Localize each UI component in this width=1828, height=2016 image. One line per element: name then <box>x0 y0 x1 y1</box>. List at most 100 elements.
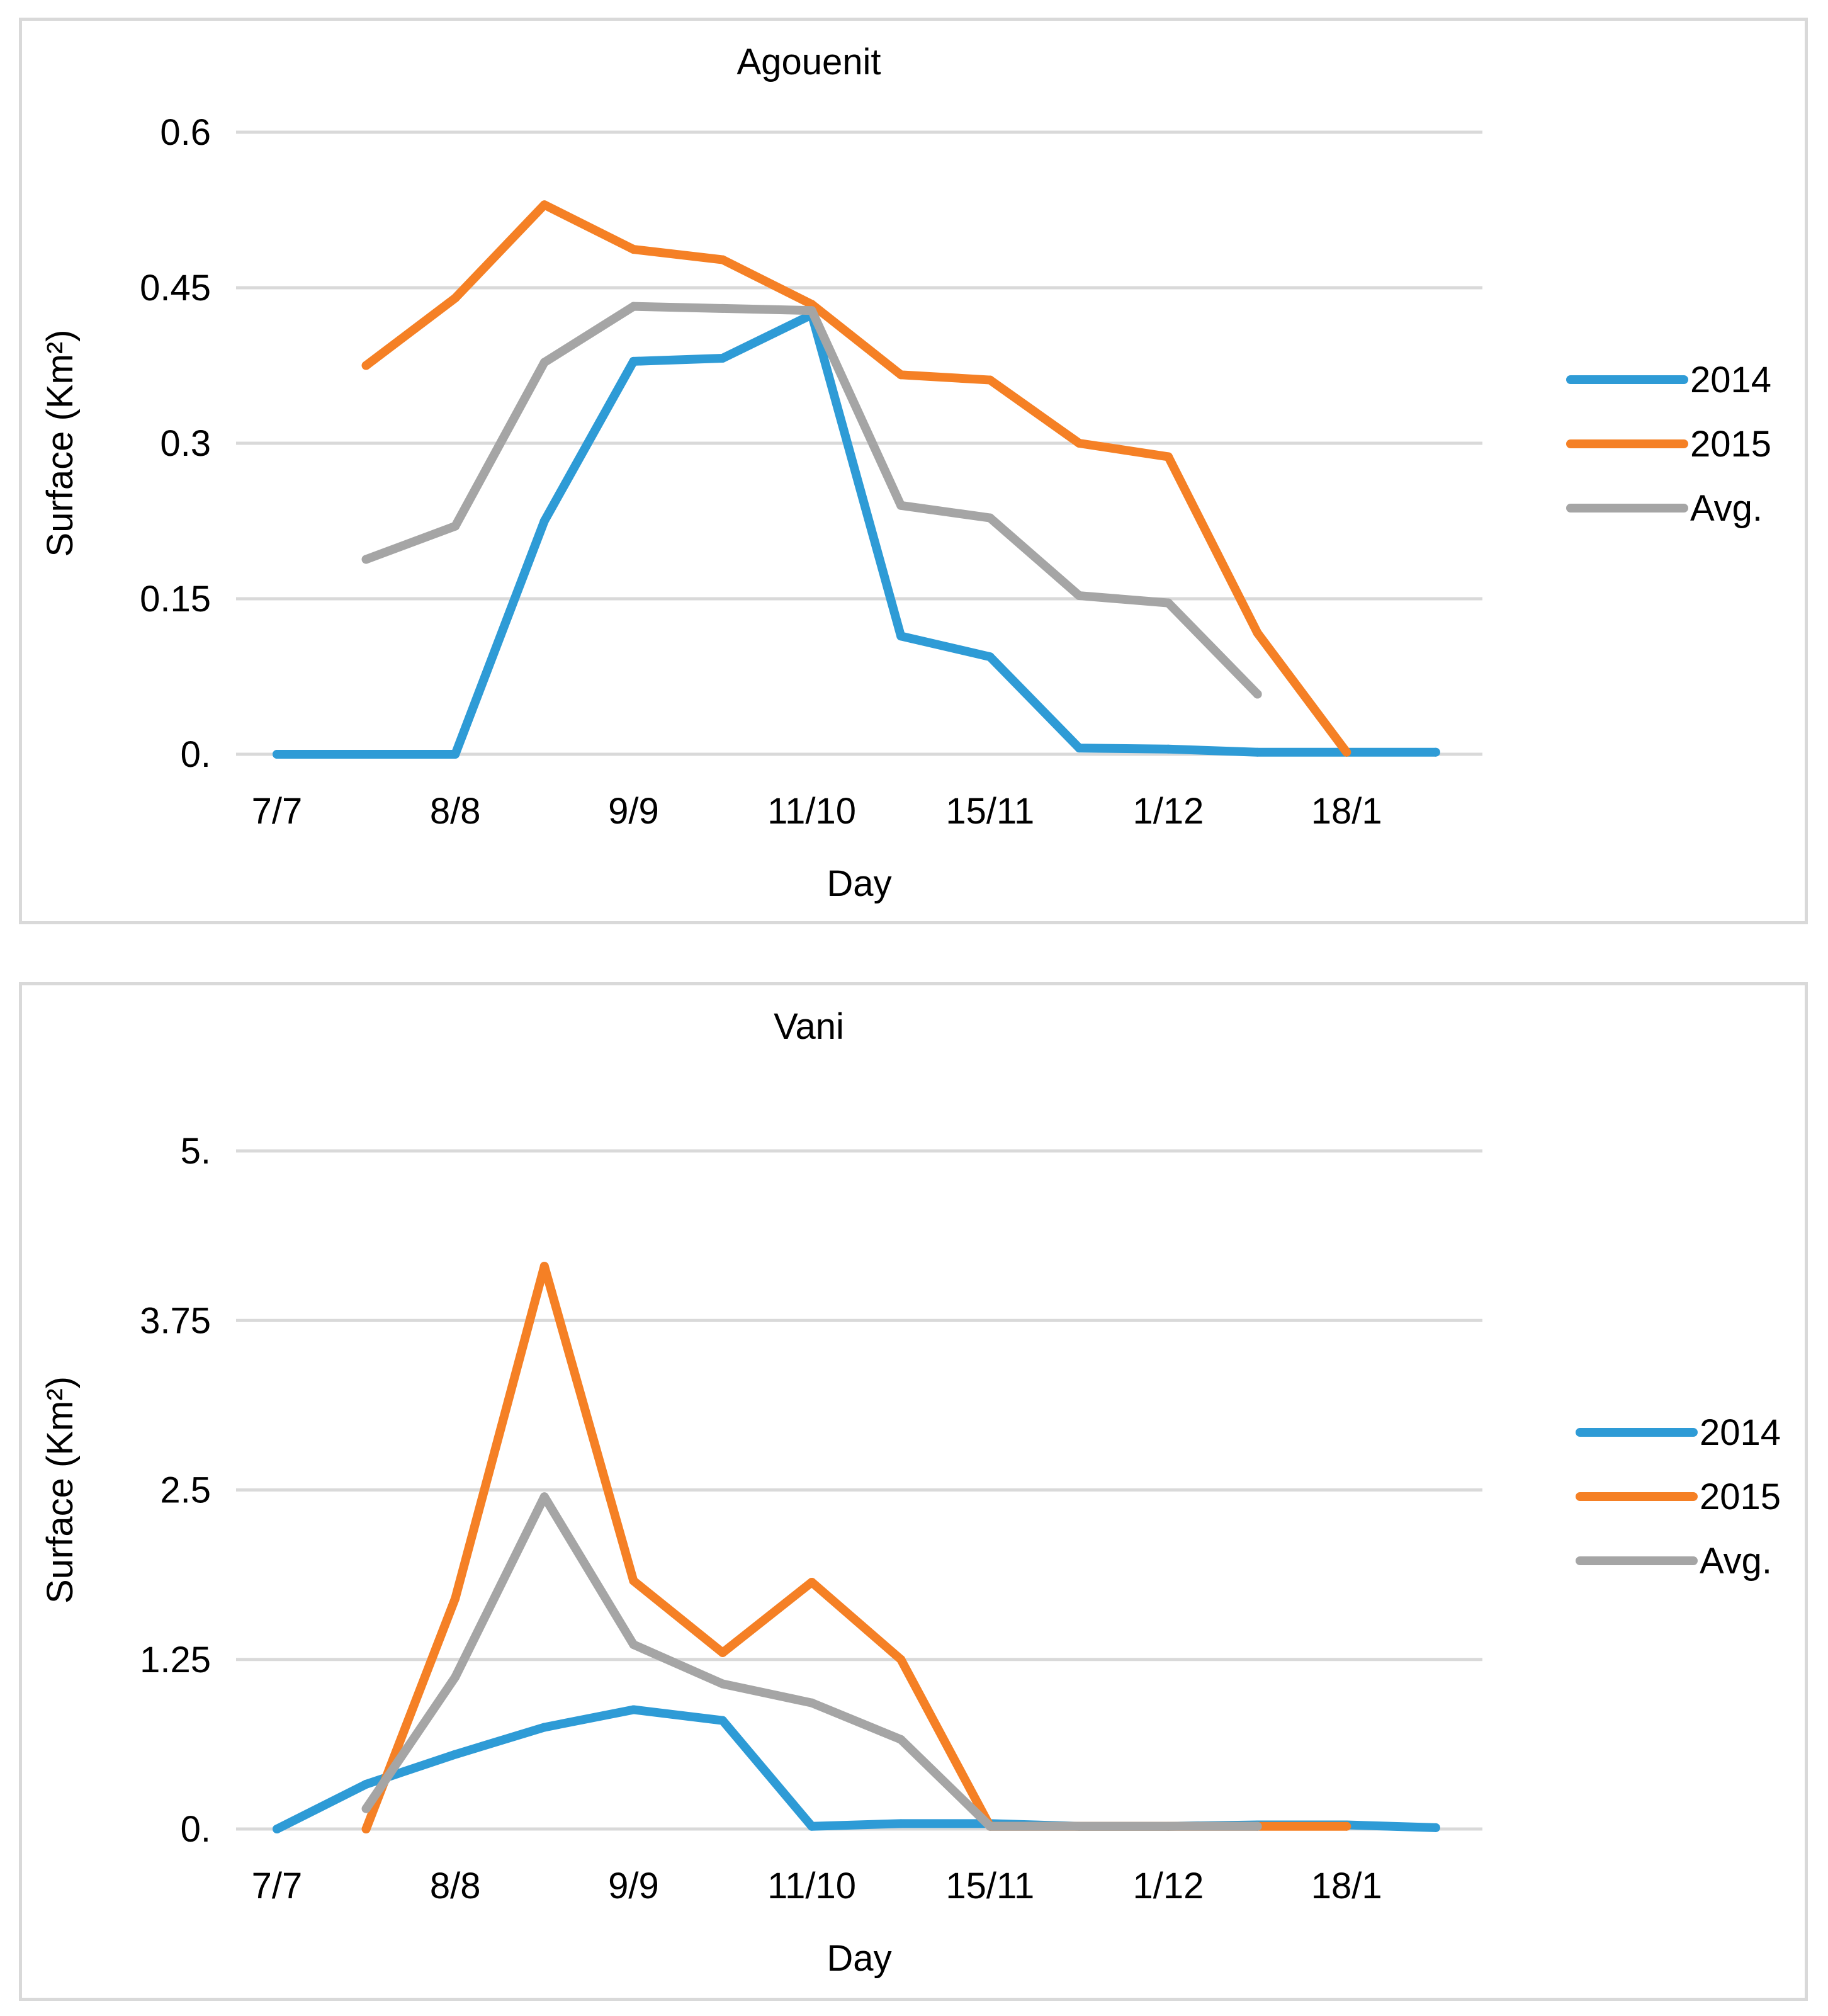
chart-vani-y-tick-label: 3.75 <box>140 1300 211 1341</box>
chart-agouenit-x-tick-label: 15/11 <box>945 791 1034 832</box>
chart-agouenit-data-point-2015 <box>1253 628 1262 638</box>
chart-agouenit-data-point-2014 <box>985 652 995 662</box>
chart-agouenit-data-point-2014 <box>273 750 281 759</box>
chart-agouenit-legend-label-2014: 2014 <box>1690 360 1771 400</box>
chart-agouenit-data-point-2015 <box>361 361 371 370</box>
chart-agouenit-data-point-avg <box>539 358 549 367</box>
chart-agouenit-data-point-avg <box>1253 689 1262 699</box>
chart-vani-x-tick-label: 11/10 <box>767 1866 856 1906</box>
chart-agouenit-data-point-2014 <box>1253 747 1262 757</box>
chart-vani-data-point-2015 <box>539 1262 549 1271</box>
chart-vani-x-tick-label: 8/8 <box>430 1866 481 1906</box>
chart-vani-data-point-2015 <box>807 1577 816 1587</box>
chart-vani-x-tick-label: 15/11 <box>945 1866 1034 1906</box>
chart-agouenit-data-point-2014 <box>1431 747 1440 757</box>
chart-vani-series-line-2015 <box>361 1262 1351 1833</box>
chart-agouenit-x-tick-label: 1/12 <box>1133 791 1204 832</box>
chart-agouenit-data-point-2014 <box>451 750 460 759</box>
chart-vani-x-tick-label: 1/12 <box>1133 1866 1204 1906</box>
chart-agouenit-data-point-avg <box>807 306 816 315</box>
chart-vani-x-tick-label: 18/1 <box>1311 1866 1382 1906</box>
chart-agouenit-data-point-2015 <box>539 200 549 210</box>
chart-agouenit-data-point-2015 <box>1164 452 1173 462</box>
chart-agouenit-data-point-avg <box>451 521 460 531</box>
chart-agouenit-legend-label-2015: 2015 <box>1690 424 1771 465</box>
chart-vani-data-point-avg <box>1253 1821 1262 1831</box>
chart-vani-y-tick-label: 0. <box>181 1809 211 1850</box>
chart-agouenit-legend-label-avg: Avg. <box>1690 488 1763 529</box>
chart-agouenit-x-tick-label: 9/9 <box>608 791 659 832</box>
chart-vani-legend-label-2015: 2015 <box>1700 1476 1781 1517</box>
chart-agouenit-x-axis-label: Day <box>827 863 891 904</box>
chart-agouenit-y-axis-label: Surface (Km²) <box>40 330 81 557</box>
chart-vani-data-point-2015 <box>451 1594 460 1603</box>
chart-vani-data-point-2014 <box>539 1723 549 1732</box>
chart-agouenit-x-tick-label: 8/8 <box>430 791 481 832</box>
chart-vani-data-point-2015 <box>629 1576 638 1585</box>
chart-agouenit-x-tick-label: 11/10 <box>767 791 856 832</box>
chart-vani-x-tick-label: 7/7 <box>252 1866 303 1906</box>
chart-agouenit-y-tick-label: 0.15 <box>140 579 211 620</box>
chart-agouenit-series-line-2015 <box>361 200 1351 757</box>
chart-agouenit-data-point-2014 <box>361 750 371 759</box>
chart-vani-x-axis-label: Day <box>827 1938 891 1979</box>
chart-agouenit-data-point-avg <box>985 513 995 523</box>
chart-vani-title: Vani <box>774 1006 844 1047</box>
chart-vani-data-point-2014 <box>896 1819 906 1828</box>
chart-vani-data-point-avg <box>539 1492 549 1502</box>
chart-vani-data-point-2014 <box>718 1716 727 1725</box>
chart-vani-y-axis-label: Surface (Km²) <box>40 1376 81 1604</box>
chart-vani-series-line-2014 <box>273 1705 1440 1833</box>
chart-agouenit-title: Agouenit <box>737 42 881 82</box>
chart-vani-data-point-2015 <box>1342 1821 1351 1831</box>
chart-agouenit-data-point-avg <box>1164 598 1173 608</box>
chart-vani-y-tick-label: 1.25 <box>140 1639 211 1680</box>
chart-vani-data-point-2014 <box>629 1705 638 1714</box>
chart-vani-data-point-avg <box>629 1640 638 1650</box>
chart-agouenit-data-point-2015 <box>629 245 638 254</box>
chart-vani-data-point-2014 <box>451 1750 460 1759</box>
chart-vani-legend-label-avg: Avg. <box>1700 1541 1772 1582</box>
chart-agouenit-y-tick-label: 0.6 <box>160 112 211 153</box>
chart-vani-data-point-avg <box>1164 1821 1173 1831</box>
chart-panel-vani: Vani 0. 1.25 2.5 3.75 5. 7/7 8/8 9/9 11/10 15/11 1/… <box>19 982 1808 2001</box>
chart-vani-data-point-2015 <box>718 1648 727 1657</box>
chart-agouenit-y-tick-label: 0.45 <box>140 268 211 309</box>
chart-agouenit-series-line-2014 <box>273 310 1440 759</box>
chart-agouenit-data-point-avg <box>361 555 371 564</box>
chart-vani-series-line-avg <box>361 1492 1262 1831</box>
chart-vani-data-point-2014 <box>273 1825 281 1833</box>
chart-vani-data-point-avg <box>985 1821 995 1831</box>
chart-agouenit-data-point-avg <box>896 501 906 510</box>
chart-agouenit-data-point-2014 <box>1164 744 1173 754</box>
chart-agouenit-y-tick-label: 0. <box>181 734 211 775</box>
chart-agouenit: Agouenit 0. 0.15 0.3 0.45 0.6 7/7 8/8 9/9 11/10 15… <box>40 42 1771 904</box>
chart-agouenit-y-tick-label: 0.3 <box>160 423 211 464</box>
chart-agouenit-data-point-2015 <box>718 255 727 264</box>
chart-vani-data-point-2015 <box>896 1655 906 1664</box>
chart-vani-y-tick-label: 2.5 <box>160 1470 211 1511</box>
chart-vani-data-point-avg <box>1075 1821 1084 1831</box>
chart-agouenit-data-point-avg <box>629 302 638 311</box>
chart-vani-data-point-2014 <box>361 1779 371 1789</box>
chart-vani-data-point-avg <box>718 1679 727 1689</box>
chart-agouenit-data-point-2014 <box>718 353 727 363</box>
chart-agouenit-x-tick-label: 18/1 <box>1311 791 1382 832</box>
chart-agouenit-data-point-2015 <box>451 293 460 303</box>
chart-agouenit-data-point-avg <box>718 303 727 313</box>
chart-vani-data-point-2015 <box>361 1825 371 1833</box>
chart-agouenit-data-point-avg <box>1075 591 1084 601</box>
chart-vani-data-point-2014 <box>807 1821 816 1831</box>
chart-agouenit-data-point-2014 <box>1075 744 1084 753</box>
chart-agouenit-data-point-2014 <box>539 516 549 526</box>
chart-agouenit-data-point-2015 <box>896 370 906 380</box>
chart-panel-agouenit: Agouenit 0. 0.15 0.3 0.45 0.6 7/7 8/8 9/9 11/10 15… <box>19 18 1808 924</box>
chart-vani: Vani 0. 1.25 2.5 3.75 5. 7/7 8/8 9/9 11/10 15/11 1/… <box>40 1006 1781 1979</box>
chart-vani-data-point-avg <box>896 1735 906 1744</box>
chart-agouenit-data-point-2015 <box>1342 747 1351 757</box>
chart-vani-data-point-avg <box>361 1804 371 1813</box>
chart-vani-x-tick-label: 9/9 <box>608 1866 659 1906</box>
chart-agouenit-data-point-2014 <box>896 631 906 641</box>
chart-vani-data-point-avg <box>807 1698 816 1707</box>
chart-vani-legend-label-2014: 2014 <box>1700 1412 1781 1453</box>
